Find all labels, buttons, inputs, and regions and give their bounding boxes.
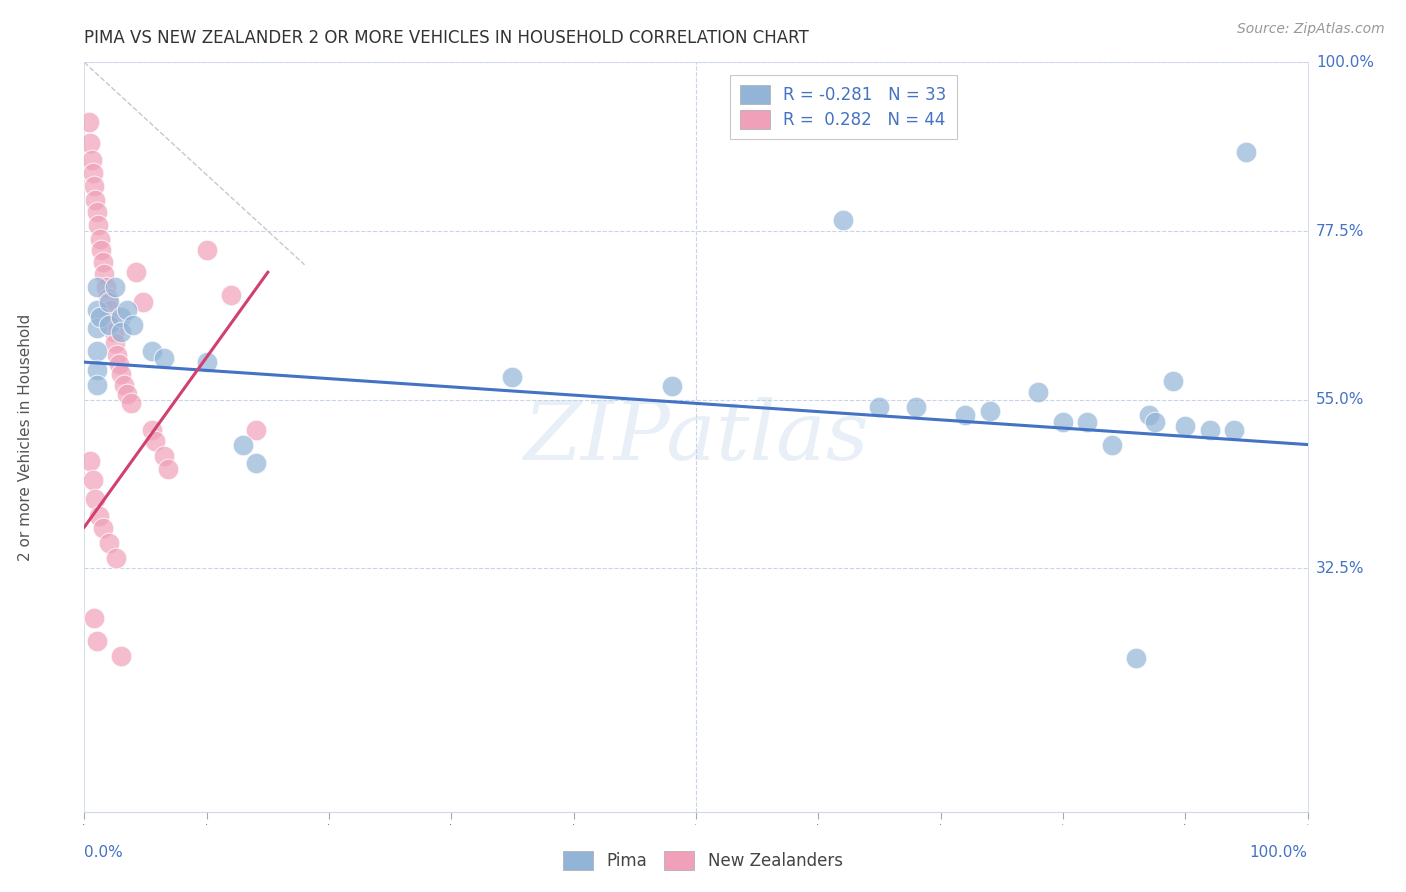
Point (87, 508, 110, 523)
Point (89, 310, 111, 325)
Point (98, 302, 121, 317)
Text: 100.0%: 100.0% (1250, 846, 1308, 861)
Point (79, 454, 101, 468)
Point (245, 456, 267, 470)
Point (103, 325, 125, 339)
Point (869, 400, 891, 414)
Point (1174, 418, 1197, 433)
Point (1052, 415, 1074, 429)
Point (831, 212, 853, 227)
Point (86, 280, 108, 294)
Point (122, 318, 145, 332)
Point (1161, 374, 1184, 388)
Point (86, 362, 108, 376)
Point (141, 343, 163, 358)
Text: 100.0%: 100.0% (1316, 55, 1374, 70)
Point (79, 136, 101, 150)
Point (1028, 385, 1050, 400)
Point (110, 367, 132, 381)
Text: 55.0%: 55.0% (1316, 392, 1364, 407)
Point (1101, 437, 1123, 451)
Point (1223, 423, 1246, 437)
Point (1143, 415, 1166, 429)
Legend: R = -0.281   N = 33, R =  0.282   N = 44: R = -0.281 N = 33, R = 0.282 N = 44 (730, 75, 956, 139)
Text: Source: ZipAtlas.com: Source: ZipAtlas.com (1237, 22, 1385, 37)
Text: PIMA VS NEW ZEALANDER 2 OR MORE VEHICLES IN HOUSEHOLD CORRELATION CHART: PIMA VS NEW ZEALANDER 2 OR MORE VEHICLES… (84, 29, 808, 47)
Point (91, 255, 114, 269)
Point (219, 287, 242, 301)
Point (82, 165, 104, 179)
Point (1125, 651, 1147, 665)
Point (110, 325, 132, 339)
Point (125, 265, 148, 279)
Point (1137, 408, 1160, 422)
Point (104, 280, 127, 294)
Point (83, 611, 105, 625)
Point (245, 423, 267, 437)
Point (84, 193, 107, 207)
Point (89, 231, 111, 245)
Point (105, 551, 128, 566)
Point (86, 302, 108, 317)
Point (661, 379, 683, 393)
Point (82, 473, 104, 487)
Point (86, 205, 108, 219)
Point (110, 648, 132, 663)
Point (97, 292, 120, 306)
Point (83, 179, 105, 194)
Point (112, 377, 135, 392)
Point (1236, 145, 1258, 160)
Point (115, 386, 138, 401)
Point (905, 400, 928, 414)
Point (86, 321, 108, 335)
Point (97, 318, 120, 332)
Legend: Pima, New Zealanders: Pima, New Zealanders (557, 844, 849, 877)
Point (97, 536, 120, 550)
Point (953, 408, 976, 422)
Text: 2 or more Vehicles in Household: 2 or more Vehicles in Household (18, 313, 34, 561)
Text: 77.5%: 77.5% (1316, 224, 1364, 238)
Point (1198, 423, 1220, 437)
Point (80, 153, 103, 167)
Point (232, 437, 254, 451)
Point (156, 461, 179, 475)
Point (110, 310, 132, 325)
Point (120, 396, 142, 410)
Point (143, 434, 166, 448)
Point (96, 280, 118, 294)
Point (1076, 415, 1098, 429)
Point (86, 377, 108, 392)
Point (97, 295, 120, 310)
Point (87, 218, 110, 232)
Point (105, 348, 128, 362)
Point (86, 343, 108, 358)
Point (195, 243, 218, 257)
Point (153, 351, 176, 366)
Point (153, 449, 176, 463)
Point (90, 243, 112, 257)
Point (115, 302, 138, 317)
Point (86, 633, 108, 648)
Point (107, 357, 129, 371)
Point (979, 404, 1001, 418)
Point (91, 521, 114, 535)
Point (502, 370, 524, 384)
Text: 0.0%: 0.0% (84, 846, 124, 861)
Point (195, 355, 218, 369)
Point (84, 491, 107, 506)
Text: ZIPatlas: ZIPatlas (523, 397, 869, 477)
Text: 32.5%: 32.5% (1316, 561, 1364, 575)
Point (100, 314, 122, 328)
Point (93, 268, 115, 282)
Point (132, 295, 155, 310)
Point (77, 115, 100, 129)
Point (104, 336, 127, 351)
Point (141, 423, 163, 437)
